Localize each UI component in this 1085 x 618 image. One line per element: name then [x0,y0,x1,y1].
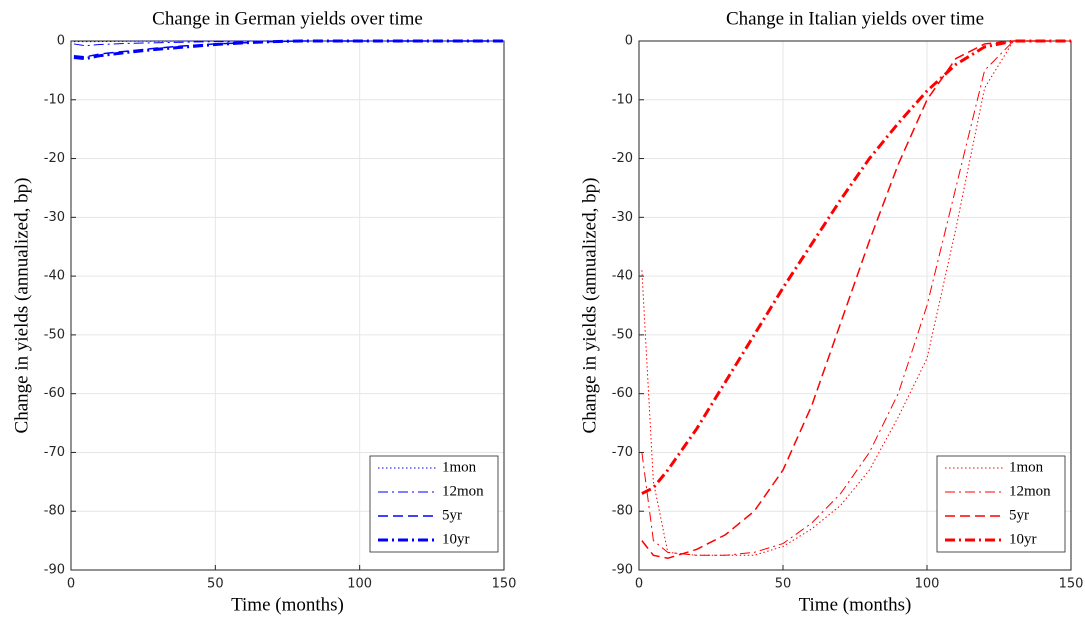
legend-box [369,455,499,553]
data-line [641,40,1071,556]
y-tick-label: -70 [44,445,65,460]
legend-label: 12mon [442,483,484,499]
data-line [73,39,504,61]
legend-label: 10yr [442,531,470,547]
data-line [641,39,1071,495]
y-axis-label: Change in yields (annualized, bp) [11,178,32,434]
x-tick-label: 100 [347,577,372,592]
x-axis-label: Time (months) [231,594,344,615]
x-tick-label: 100 [915,577,940,592]
x-tick-label: 0 [635,577,643,592]
y-tick-label: -40 [612,269,633,284]
y-tick-label: -40 [44,269,65,284]
legend-label: 5yr [442,507,462,523]
axes-box [638,40,1072,571]
y-tick-label: -30 [612,210,633,225]
data-line [641,40,1071,560]
y-tick-label: -60 [612,386,633,401]
x-tick-label: 150 [1059,577,1084,592]
y-tick-label: -80 [612,504,633,519]
x-tick-label: 0 [67,577,75,592]
y-tick-label: -10 [612,92,633,107]
y-tick-label: -20 [612,151,633,166]
y-tick-label: -80 [44,504,65,519]
y-tick-label: -10 [44,92,65,107]
y-tick-label: -20 [44,151,65,166]
legend-label: 5yr [1009,507,1029,523]
y-tick-label: -70 [612,445,633,460]
legend-box [936,455,1066,553]
data-line [73,40,504,47]
legend-label: 1mon [1009,459,1044,475]
y-tick-label: -50 [44,327,65,342]
y-tick-label: -30 [44,210,65,225]
legend-label: 12mon [1009,483,1051,499]
chart-title: Change in Italian yields over time [726,8,984,29]
x-tick-label: 50 [207,577,224,592]
y-tick-label: 0 [57,34,65,49]
x-tick-label: 150 [492,577,517,592]
legend-label: 10yr [1009,531,1037,547]
y-tick-label: 0 [625,34,633,49]
x-axis-label: Time (months) [799,594,912,615]
y-tick-label: -90 [612,563,633,578]
y-tick-label: -60 [44,386,65,401]
y-axis-label: Change in yields (annualized, bp) [579,178,600,434]
legend-label: 1mon [442,459,477,475]
chart-title: Change in German yields over time [152,8,423,29]
y-tick-label: -90 [44,563,65,578]
y-tick-label: -50 [612,327,633,342]
x-tick-label: 50 [775,577,792,592]
